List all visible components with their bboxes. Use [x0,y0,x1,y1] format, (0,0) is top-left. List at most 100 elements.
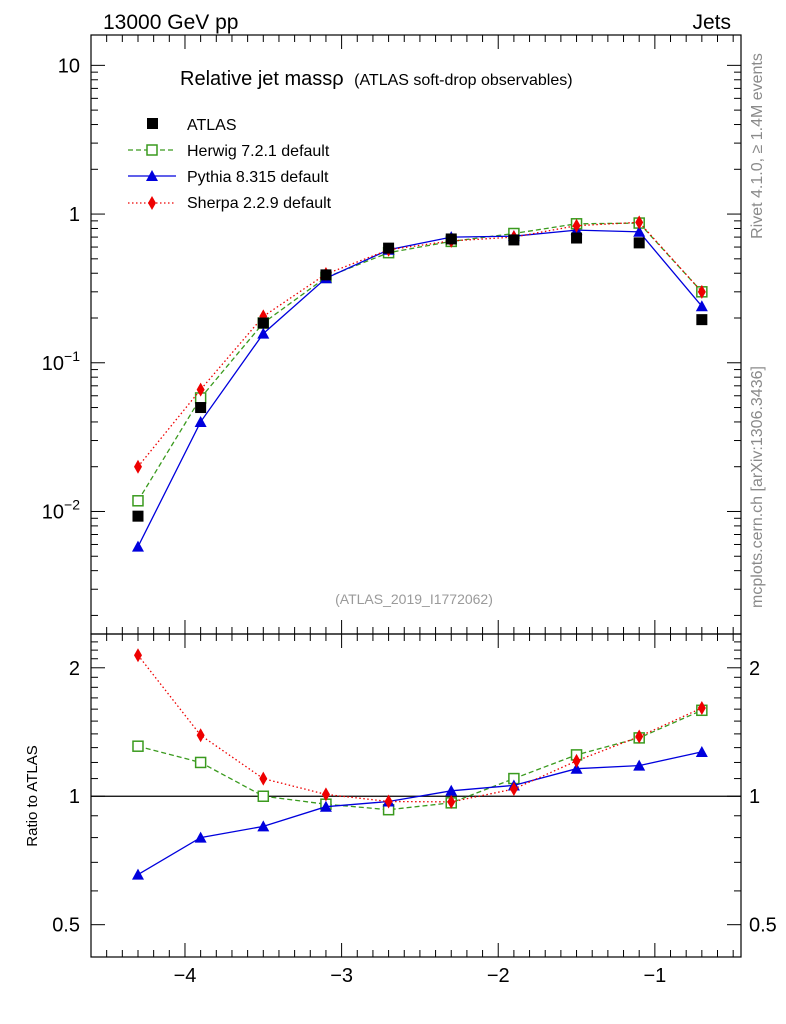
ratio-point-sherpa [447,794,456,809]
main-point-pythia [194,415,207,427]
main-series-group [131,215,708,552]
ratio-point-herwig [132,740,144,752]
legend-marker-pythia [146,170,158,181]
ratio-ylabel: Ratio to ATLAS [24,745,41,846]
ratio-point-sherpa [572,753,581,768]
ratio-point-herwig [194,756,207,769]
main-point-atlas [320,269,332,281]
main-series-herwig [132,217,708,507]
main-point-pythia [257,327,270,339]
main-point-sherpa [697,284,706,299]
main-ytick-label: 1 [69,204,80,226]
main-point-sherpa [635,215,644,230]
ratio-ytick-label-right: 1 [749,786,760,808]
ratio-point-sherpa [384,794,393,809]
legend-marker-herwig [146,144,158,156]
main-point-atlas [195,402,207,414]
ratio-point-herwig [257,790,270,802]
main-point-atlas [571,232,583,244]
ratio-point-sherpa [509,781,518,796]
main-point-atlas [132,510,144,522]
rivet-label: Rivet 4.1.0, ≥ 1.4M events [749,53,766,239]
main-ytick-label: 10−2 [42,496,80,523]
main-point-atlas [696,314,708,326]
ratio-xtick-label: −2 [487,965,510,987]
main-point-atlas [257,317,269,329]
legend-marker-sherpa [148,196,156,210]
ratio-axis-ticks: −4 −3 −2 −1 0.5 0.5 1 1 2 2 [52,634,777,987]
main-series-atlas [132,232,708,522]
legend-marker-atlas [147,118,158,129]
ratio-ytick-label-right: 2 [749,658,760,680]
ratio-point-sherpa [321,787,330,802]
main-point-atlas [633,237,645,249]
ratio-xtick-label: −1 [643,965,666,987]
ratio-series-pythia [131,745,708,880]
main-ytick-mantissa: 1 [69,204,80,226]
main-point-sherpa [196,382,205,397]
ratio-ytick-label-left: 0.5 [52,915,80,937]
energy-label: 13000 GeV pp [103,11,238,34]
main-series-pythia [131,224,708,552]
legend-label-pythia: Pythia 8.315 default [187,169,329,186]
legend: ATLAS Herwig 7.2.1 default Pythia 8.315 … [128,117,332,212]
ratio-point-sherpa [133,648,142,663]
main-point-atlas [445,233,457,245]
ratio-point-sherpa [259,771,268,786]
ratio-point-pythia [319,800,332,812]
main-point-pythia [633,225,646,237]
main-ytick-mantissa: 10 [42,501,64,523]
ratio-xtick-label: −4 [174,965,197,987]
ratio-ytick-label-left: 1 [69,786,80,808]
legend-label-atlas: ATLAS [187,117,237,134]
main-point-pythia [131,540,144,552]
main-series-sherpa [133,215,706,474]
ratio-line-sherpa [137,654,703,803]
ratio-series-group [131,648,708,880]
ratio-ytick-label-right: 0.5 [749,915,777,937]
ratio-ytick-label-left: 2 [69,658,80,680]
main-point-herwig [132,495,144,507]
ratio-line-pythia [137,751,702,876]
legend-entry-pythia: Pythia 8.315 default [128,169,329,186]
ratio-point-pythia [131,868,144,880]
main-point-atlas [508,234,520,246]
main-ytick-label: 10−1 [42,348,80,375]
ratio-line-herwig [137,709,703,811]
main-ytick-exponent: −2 [64,496,80,512]
legend-entry-atlas: ATLAS [147,117,237,134]
ratio-point-pythia [570,762,583,774]
ratio-xtick-label: −3 [330,965,353,987]
main-ytick-mantissa: 10 [42,353,64,375]
main-point-pythia [695,300,708,312]
analysis-watermark: (ATLAS_2019_I1772062) [335,591,493,607]
main-line-sherpa [137,221,703,468]
ratio-point-sherpa [697,700,706,715]
ratio-point-pythia [445,784,458,796]
main-point-atlas [383,242,395,254]
ratio-plot-frame [90,633,742,958]
ratio-series-sherpa [133,648,706,809]
plot-title: Relative jet massρ (ATLAS soft-drop obse… [180,68,573,90]
ratio-point-pythia [633,759,646,771]
main-line-herwig [137,222,703,502]
main-ytick-exponent: −1 [64,348,80,364]
ratio-point-pythia [194,831,207,843]
legend-entry-sherpa: Sherpa 2.2.9 default [128,195,332,212]
ratio-series-herwig [132,704,708,816]
ratio-point-sherpa [635,729,644,744]
ratio-point-pythia [695,745,708,757]
plot-title-main: Relative jet massρ [180,68,344,90]
legend-entry-herwig: Herwig 7.2.1 default [128,143,330,160]
main-point-sherpa [572,218,581,233]
main-ytick-mantissa: 10 [58,55,80,77]
main-line-pythia [137,229,703,547]
legend-label-sherpa: Sherpa 2.2.9 default [187,195,332,212]
process-label: Jets [692,11,731,34]
legend-label-herwig: Herwig 7.2.1 default [187,143,330,160]
source-label: mcplots.cern.ch [arXiv:1306.3436] [749,366,766,608]
main-point-sherpa [133,459,142,474]
ratio-point-sherpa [196,728,205,743]
